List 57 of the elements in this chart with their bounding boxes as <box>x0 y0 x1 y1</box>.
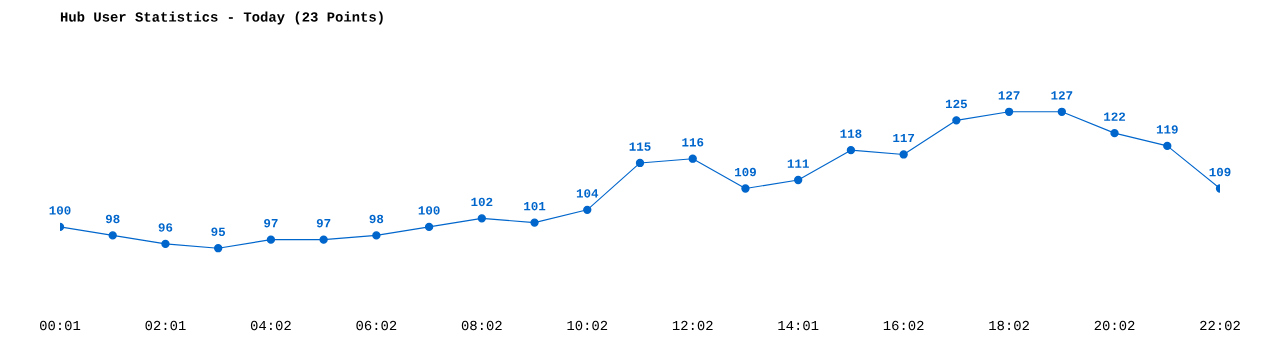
data-label: 98 <box>369 214 384 224</box>
point <box>161 239 170 249</box>
x-tick-label: 18:02 <box>989 320 1029 331</box>
data-label: 119 <box>1156 125 1178 134</box>
point <box>583 205 592 214</box>
data-label: 104 <box>576 189 599 198</box>
data-label: 102 <box>471 197 493 207</box>
data-label: 97 <box>316 218 331 228</box>
point <box>424 222 434 232</box>
x-tick-label: 14:01 <box>778 320 819 331</box>
chart-title: Hub User Statistics - Today (23 Points) <box>60 11 383 25</box>
x-tick-label: 12:02 <box>672 320 713 331</box>
point <box>952 116 961 125</box>
data-label: 116 <box>682 138 704 147</box>
data-label: 118 <box>840 129 862 138</box>
x-tick-label: 22:02 <box>1200 320 1240 331</box>
data-label: 127 <box>998 91 1020 100</box>
point <box>108 231 117 240</box>
point <box>846 146 856 155</box>
point <box>372 231 381 240</box>
point <box>794 175 803 185</box>
data-label: 96 <box>158 223 173 232</box>
data-label: 100 <box>49 206 71 215</box>
x-tick-label: 08:02 <box>461 320 502 331</box>
point <box>1004 107 1014 116</box>
data-label: 111 <box>787 159 809 168</box>
x-tick-label: 16:02 <box>883 320 924 331</box>
data-label: 101 <box>524 201 546 211</box>
data-label: 100 <box>418 206 440 215</box>
data-label: 109 <box>735 167 756 177</box>
data-label: 122 <box>1104 112 1126 121</box>
data-label: 97 <box>264 218 278 228</box>
data-label: 125 <box>945 99 967 109</box>
x-tick-label: 04:02 <box>250 320 291 331</box>
point <box>1163 141 1172 151</box>
point <box>899 150 908 159</box>
data-label: 117 <box>893 133 915 143</box>
x-tick-label: 20:02 <box>1094 320 1135 331</box>
point <box>635 158 645 168</box>
point <box>319 235 328 244</box>
point <box>214 244 223 253</box>
data-label: 109 <box>1209 167 1231 177</box>
point <box>1110 128 1119 138</box>
point <box>1057 107 1066 116</box>
x-tick-label: 06:02 <box>356 320 397 331</box>
data-label: 95 <box>211 227 226 236</box>
point <box>688 154 697 163</box>
point <box>530 218 539 227</box>
data-label: 98 <box>105 214 120 224</box>
x-tick-label: 10:02 <box>567 320 608 331</box>
point <box>266 235 276 244</box>
point <box>741 184 750 193</box>
x-tick-label: 00:01 <box>40 320 81 331</box>
x-tick-label: 02:01 <box>145 320 186 331</box>
data-label: 115 <box>629 142 651 151</box>
point <box>477 214 486 223</box>
data-label: 127 <box>1051 91 1073 100</box>
